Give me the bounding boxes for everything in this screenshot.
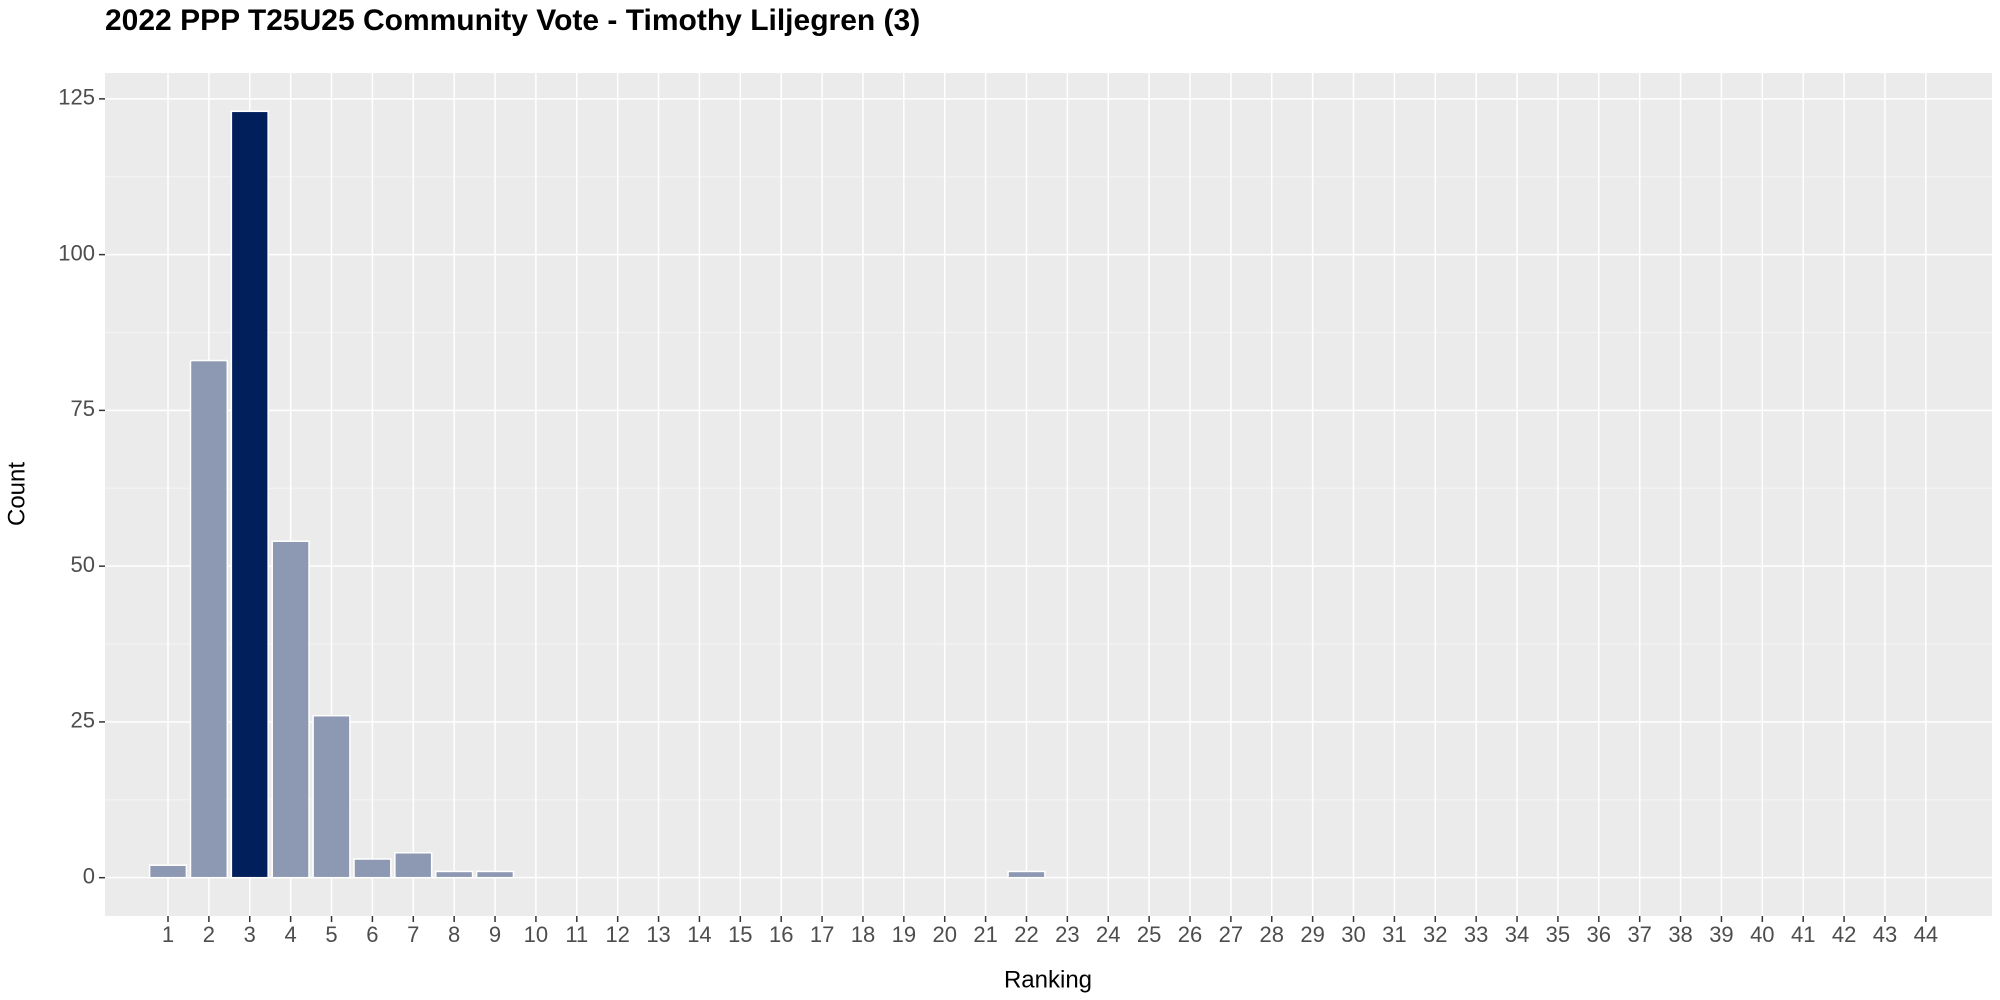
x-axis-label: Ranking [1004,966,1092,993]
x-tick-label: 41 [1791,922,1815,947]
bar [353,858,392,879]
x-tick-label: 15 [728,922,752,947]
y-tick-label: 0 [83,863,95,888]
x-tick-label: 36 [1587,922,1611,947]
x-tick-label: 23 [1055,922,1079,947]
y-tick-label: 50 [71,552,95,577]
x-tick-label: 2 [203,922,215,947]
x-tick-label: 6 [366,922,378,947]
plot-panel [105,73,1992,916]
x-tick-label: 20 [932,922,956,947]
x-tick-label: 19 [892,922,916,947]
y-axis-label: Count [3,462,30,526]
x-tick-label: 34 [1505,922,1529,947]
x-tick-label: 12 [605,922,629,947]
x-tick-label: 38 [1668,922,1692,947]
y-tick-label: 100 [58,240,95,265]
x-tick-label: 10 [524,922,548,947]
x-tick-label: 16 [769,922,793,947]
x-tick-label: 25 [1137,922,1161,947]
bar [1007,870,1046,879]
x-tick-label: 39 [1709,922,1733,947]
bar [394,852,433,879]
x-tick-label: 17 [810,922,834,947]
x-tick-label: 4 [285,922,297,947]
x-tick-label: 35 [1546,922,1570,947]
x-tick-label: 9 [489,922,501,947]
x-tick-label: 37 [1627,922,1651,947]
y-tick-label: 25 [71,708,95,733]
x-tick-label: 31 [1382,922,1406,947]
x-tick-label: 43 [1873,922,1897,947]
x-tick-label: 18 [851,922,875,947]
x-tick-label: 42 [1832,922,1856,947]
bar [271,540,310,879]
x-tick-label: 21 [973,922,997,947]
x-tick-label: 7 [407,922,419,947]
x-tick-label: 40 [1750,922,1774,947]
x-tick-label: 5 [325,922,337,947]
x-tick-label: 33 [1464,922,1488,947]
x-tick-label: 44 [1914,922,1938,947]
y-tick-label: 125 [58,85,95,110]
x-tick-label: 14 [687,922,711,947]
chart-title: 2022 PPP T25U25 Community Vote - Timothy… [105,4,920,37]
x-tick-label: 3 [244,922,256,947]
bar [435,870,474,879]
x-tick-label: 26 [1178,922,1202,947]
x-tick-label: 1 [162,922,174,947]
x-tick-label: 11 [565,922,588,947]
x-tick-label: 27 [1219,922,1243,947]
x-tick-label: 22 [1014,922,1038,947]
bar [148,864,188,879]
x-tick-label: 8 [448,922,460,947]
x-tick-label: 29 [1300,922,1324,947]
bar [230,110,269,879]
x-tick-label: 30 [1341,922,1365,947]
x-tick-label: 24 [1096,922,1120,947]
x-tick-label: 32 [1423,922,1447,947]
bar [189,359,229,879]
x-tick-label: 28 [1260,922,1284,947]
y-tick-label: 75 [71,396,95,421]
x-tick-label: 13 [646,922,670,947]
bar [312,714,351,879]
bar [475,870,515,879]
